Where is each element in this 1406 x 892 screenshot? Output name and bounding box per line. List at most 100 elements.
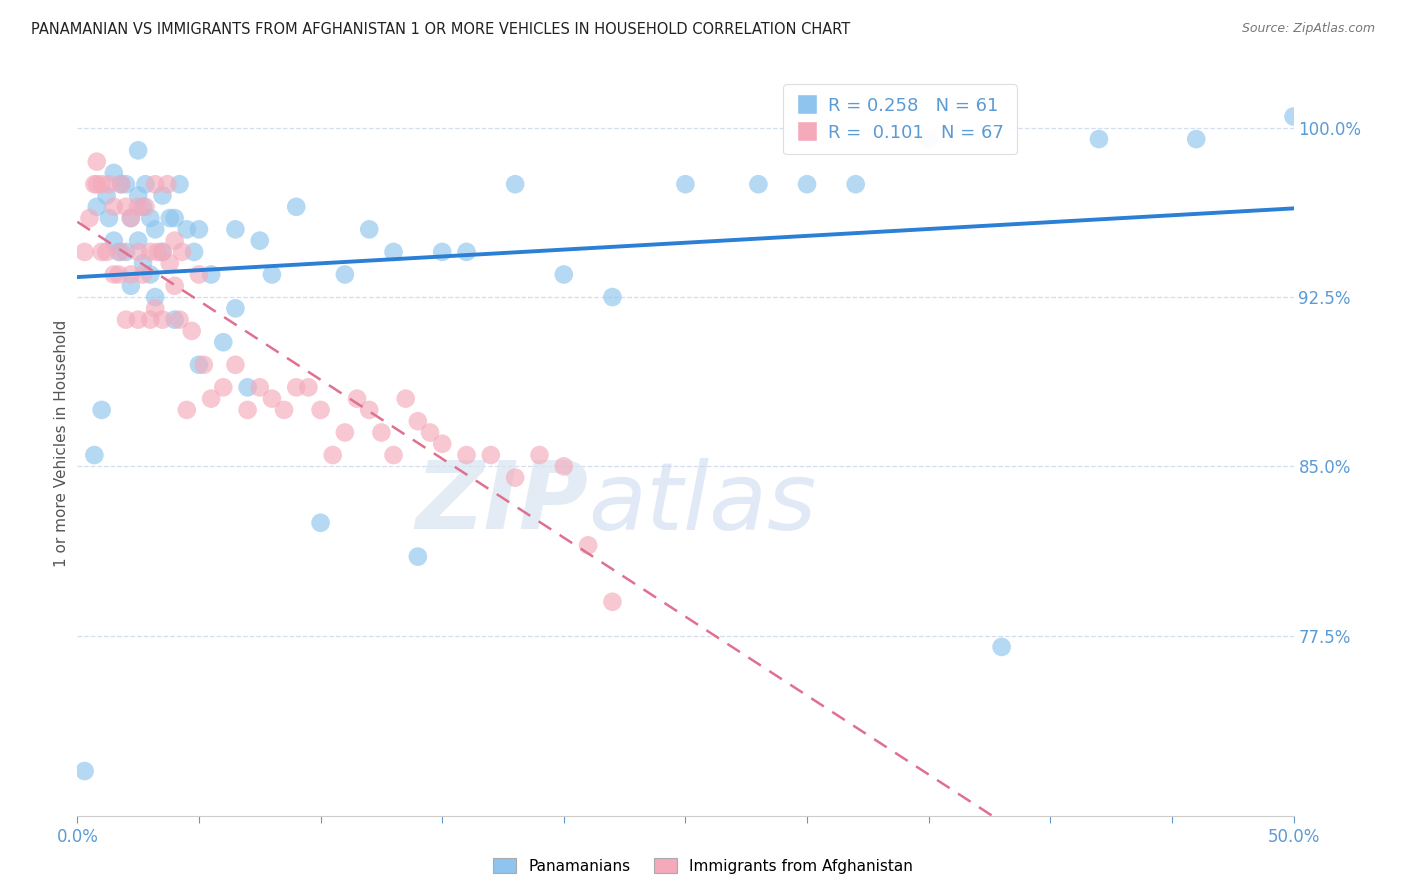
Point (193, 358, 215, 372)
Point (143, 301, 166, 316)
Point (107, 268, 129, 282)
Point (79, 211, 101, 225)
Point (382, 448, 405, 462)
Point (170, 244, 193, 259)
Point (139, 312, 162, 326)
Point (845, 178, 868, 192)
Point (103, 200, 125, 214)
Point (152, 312, 174, 326)
Point (359, 403, 381, 417)
Point (529, 448, 551, 462)
Text: Source: ZipAtlas.com: Source: ZipAtlas.com (1241, 22, 1375, 36)
Point (188, 358, 211, 372)
Point (83, 448, 105, 462)
Point (188, 268, 211, 282)
Point (602, 290, 624, 304)
Point (1185, 132, 1208, 146)
Point (103, 234, 125, 248)
Point (260, 392, 283, 406)
Point (249, 380, 271, 394)
Point (430, 244, 453, 259)
Point (73, 244, 96, 259)
Point (249, 234, 271, 248)
Point (96, 188, 118, 202)
Point (107, 244, 129, 259)
Point (86, 200, 108, 214)
Point (143, 290, 166, 304)
Point (159, 211, 181, 225)
Point (176, 403, 198, 417)
Point (110, 178, 132, 192)
Point (110, 244, 132, 259)
Point (675, 178, 697, 192)
Point (333, 268, 356, 282)
Point (103, 166, 125, 180)
Point (236, 403, 259, 417)
Point (406, 414, 429, 428)
Point (359, 222, 381, 236)
Point (127, 244, 149, 259)
Point (395, 392, 418, 406)
Point (163, 278, 186, 293)
Point (103, 268, 125, 282)
Point (479, 448, 502, 462)
Point (273, 403, 295, 417)
Point (602, 595, 624, 609)
Point (159, 256, 181, 270)
Point (163, 234, 186, 248)
Point (143, 222, 166, 236)
Point (120, 211, 142, 225)
Point (132, 256, 155, 270)
Point (419, 425, 441, 440)
Point (285, 380, 308, 394)
Point (309, 516, 332, 530)
Point (152, 188, 174, 202)
Point (127, 200, 149, 214)
Point (146, 244, 169, 259)
Point (224, 222, 246, 236)
Point (120, 211, 142, 225)
Point (503, 470, 526, 484)
Point (152, 244, 174, 259)
Point (110, 178, 132, 192)
Point (115, 244, 138, 259)
Point (90, 403, 112, 417)
Point (180, 324, 202, 338)
Point (139, 211, 162, 225)
Point (73, 764, 96, 778)
Legend: Panamanians, Immigrants from Afghanistan: Panamanians, Immigrants from Afghanistan (488, 852, 918, 880)
Point (553, 268, 575, 282)
Point (97, 211, 120, 225)
Point (115, 178, 138, 192)
Point (1088, 132, 1111, 146)
Point (120, 268, 142, 282)
Point (285, 200, 308, 214)
Point (406, 549, 429, 564)
Point (747, 178, 769, 192)
Point (370, 425, 392, 440)
Point (183, 244, 205, 259)
Point (96, 244, 118, 259)
Point (576, 538, 599, 552)
Point (115, 200, 138, 214)
Point (152, 244, 174, 259)
Point (503, 178, 526, 192)
Point (139, 244, 162, 259)
Point (134, 200, 156, 214)
Point (97, 178, 120, 192)
Point (200, 268, 222, 282)
Text: ZIP: ZIP (415, 458, 588, 549)
Point (918, 132, 941, 146)
Point (346, 392, 368, 406)
Point (132, 268, 155, 282)
Point (127, 144, 149, 158)
Point (134, 178, 156, 192)
Point (90, 244, 112, 259)
Point (127, 188, 149, 202)
Point (260, 268, 283, 282)
Point (456, 448, 478, 462)
Point (127, 312, 149, 326)
Point (1282, 110, 1305, 124)
Point (176, 222, 198, 236)
Point (212, 380, 235, 394)
